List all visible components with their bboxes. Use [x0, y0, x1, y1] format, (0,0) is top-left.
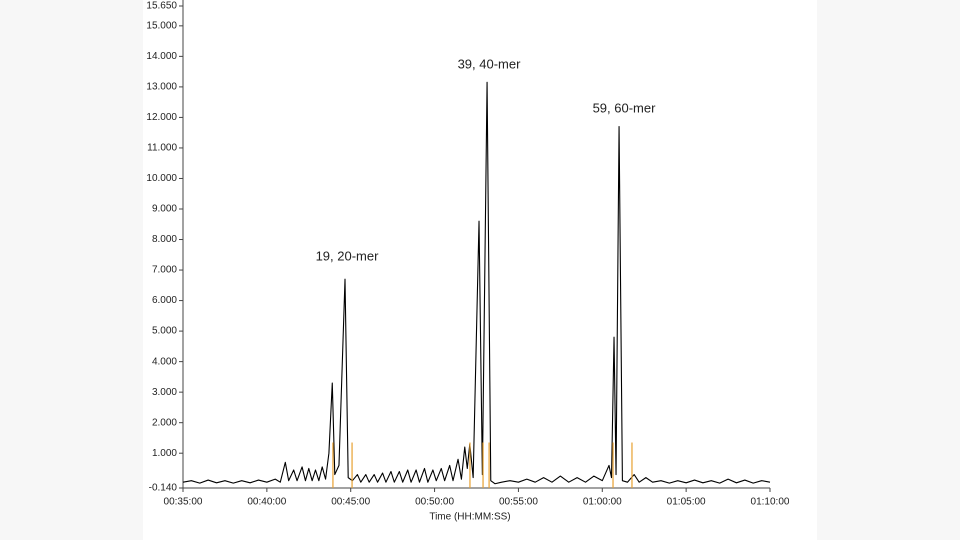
x-tick-label: 00:45:00	[331, 497, 370, 508]
trace	[182, 81, 771, 485]
y-tick-label: 2.000	[152, 417, 177, 428]
y-tick-label: 1.000	[152, 448, 177, 459]
y-tick-label: 3.000	[152, 387, 177, 398]
x-tick-label: 01:00:00	[583, 497, 622, 508]
peak-annotation: 19, 20-mer	[316, 248, 380, 263]
y-tick-label: 12.000	[146, 112, 177, 123]
x-tick-label: 00:50:00	[415, 497, 454, 508]
y-tick-label: 6.000	[152, 295, 177, 306]
x-tick-label: 00:35:00	[164, 497, 203, 508]
x-tick-label: 00:55:00	[499, 497, 538, 508]
y-tick-label: 5.000	[152, 326, 177, 337]
y-tick-label: 15.650	[146, 1, 177, 12]
y-tick-label: 10.000	[146, 173, 177, 184]
y-tick-label: 4.000	[152, 356, 177, 367]
y-tick-label: -0.140	[149, 483, 178, 494]
y-tick-label: 14.000	[146, 51, 177, 62]
y-tick-label: 11.000	[147, 143, 177, 154]
y-tick-label: 13.000	[146, 82, 177, 93]
y-tick-label: 8.000	[152, 234, 177, 245]
x-axis-label: Time (HH:MM:SS)	[429, 512, 510, 523]
x-tick-label: 01:10:00	[751, 497, 790, 508]
y-tick-label: 9.000	[152, 204, 177, 215]
peak-annotation: 59, 60-mer	[593, 100, 657, 115]
peak-annotation: 39, 40-mer	[458, 56, 522, 71]
y-tick-label: 7.000	[152, 265, 177, 276]
y-tick-label: 15.000	[146, 20, 177, 31]
x-tick-label: 00:40:00	[247, 497, 286, 508]
x-tick-label: 01:05:00	[667, 497, 706, 508]
